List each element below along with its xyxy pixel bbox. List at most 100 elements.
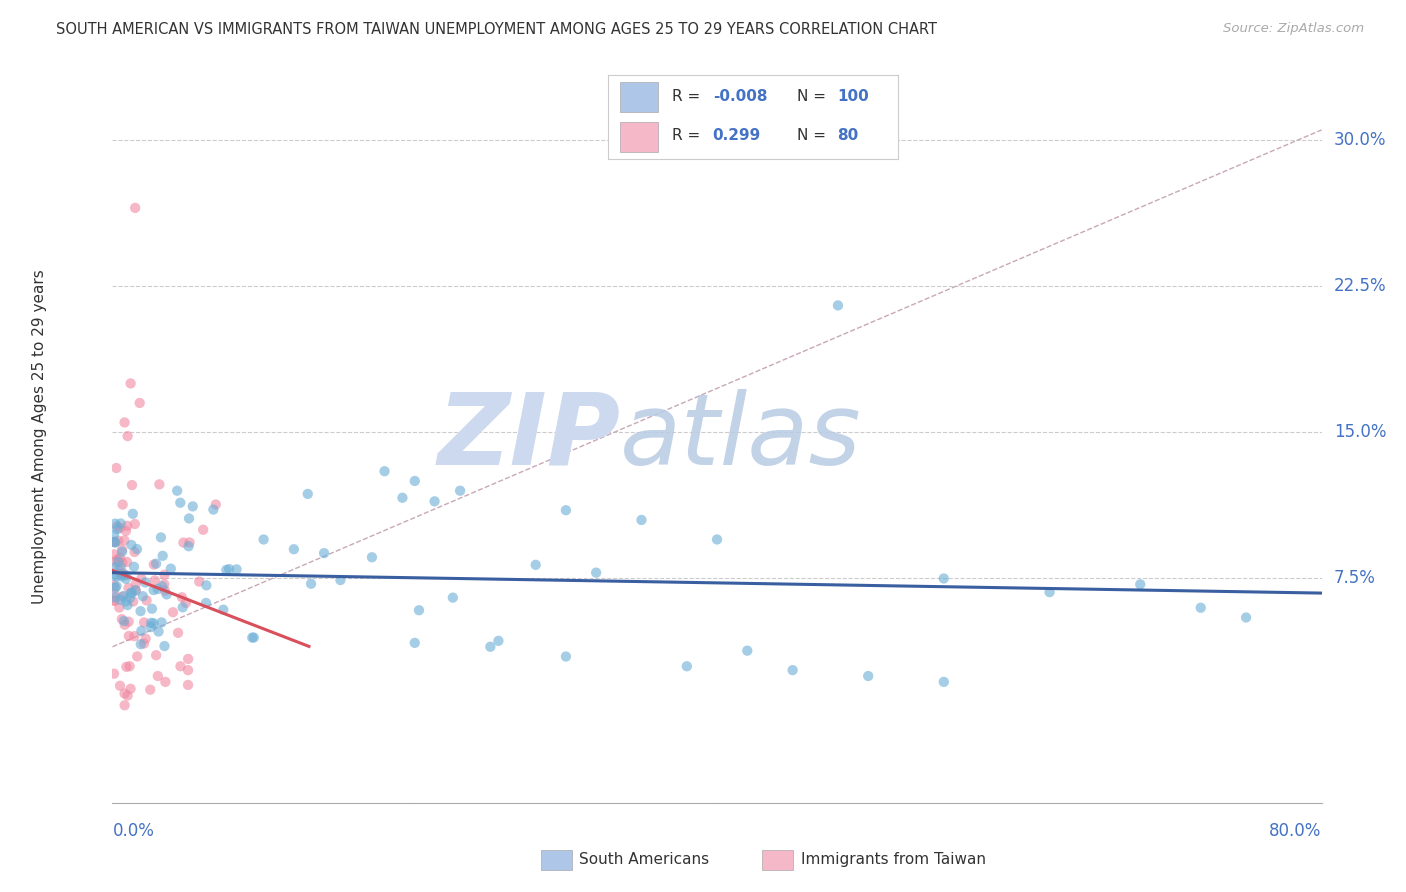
- Point: [104, 516, 127, 531]
- Point: [153, 577, 176, 591]
- Point: [132, 615, 155, 630]
- Point: [827, 298, 849, 312]
- Point: [172, 535, 194, 549]
- Point: [932, 674, 955, 689]
- Point: [108, 521, 131, 535]
- Point: [107, 552, 129, 566]
- Point: [177, 511, 200, 525]
- Point: [141, 615, 163, 630]
- Point: [108, 550, 131, 565]
- Point: [132, 636, 155, 650]
- Point: [166, 483, 188, 498]
- Point: [104, 591, 127, 605]
- Point: [585, 566, 607, 580]
- Point: [153, 583, 176, 598]
- Point: [120, 591, 142, 605]
- Point: [103, 547, 125, 561]
- Point: [118, 659, 141, 673]
- Point: [124, 516, 146, 531]
- Point: [117, 598, 139, 612]
- Point: [107, 563, 129, 577]
- Point: [240, 631, 263, 645]
- Point: [120, 376, 142, 391]
- Point: [105, 519, 128, 533]
- Text: 30.0%: 30.0%: [1334, 130, 1386, 149]
- Point: [630, 513, 652, 527]
- Text: 22.5%: 22.5%: [1334, 277, 1386, 295]
- Point: [204, 498, 226, 512]
- Point: [107, 533, 129, 548]
- Point: [141, 601, 163, 615]
- Point: [142, 616, 165, 631]
- Point: [146, 669, 169, 683]
- Point: [114, 617, 136, 632]
- Point: [117, 429, 139, 443]
- Point: [181, 500, 204, 514]
- Point: [131, 624, 153, 638]
- Point: [108, 592, 131, 607]
- Point: [129, 604, 152, 618]
- Point: [112, 614, 135, 628]
- Point: [117, 689, 139, 703]
- Point: [361, 550, 384, 565]
- Point: [391, 491, 413, 505]
- Point: [134, 575, 156, 590]
- Point: [112, 589, 135, 603]
- Point: [115, 660, 138, 674]
- Point: [212, 602, 235, 616]
- Point: [103, 594, 125, 608]
- Point: [148, 477, 170, 491]
- Point: [524, 558, 547, 572]
- Point: [108, 600, 131, 615]
- Point: [142, 558, 165, 572]
- Point: [1038, 585, 1062, 599]
- Point: [110, 569, 132, 583]
- Point: [103, 578, 125, 592]
- Point: [124, 201, 146, 215]
- Point: [188, 574, 211, 589]
- Point: [132, 589, 155, 603]
- Point: [441, 591, 464, 605]
- Point: [479, 640, 502, 654]
- Point: [115, 555, 138, 569]
- Point: [125, 577, 148, 591]
- Point: [143, 574, 166, 588]
- Point: [145, 557, 167, 571]
- Point: [135, 593, 157, 607]
- Point: [170, 591, 193, 605]
- Point: [103, 569, 125, 583]
- Point: [107, 555, 129, 569]
- Point: [150, 579, 173, 593]
- Point: [120, 538, 142, 552]
- Point: [146, 582, 169, 596]
- Point: [127, 649, 149, 664]
- Point: [125, 583, 148, 598]
- Point: [105, 579, 128, 593]
- Point: [1189, 600, 1212, 615]
- Point: [675, 659, 697, 673]
- Point: [149, 530, 172, 544]
- Point: [120, 586, 142, 600]
- Point: [118, 615, 141, 629]
- Point: [174, 596, 197, 610]
- Point: [329, 573, 352, 587]
- Point: [169, 496, 191, 510]
- Text: SOUTH AMERICAN VS IMMIGRANTS FROM TAIWAN UNEMPLOYMENT AMONG AGES 25 TO 29 YEARS : SOUTH AMERICAN VS IMMIGRANTS FROM TAIWAN…: [56, 22, 938, 37]
- Point: [218, 562, 240, 576]
- Point: [103, 560, 125, 574]
- Point: [103, 534, 125, 549]
- Point: [103, 666, 125, 681]
- Point: [114, 687, 136, 701]
- Point: [155, 674, 177, 689]
- Point: [110, 516, 132, 531]
- Text: Source: ZipAtlas.com: Source: ZipAtlas.com: [1223, 22, 1364, 36]
- Point: [782, 663, 804, 677]
- Point: [202, 502, 225, 516]
- Point: [1234, 610, 1257, 624]
- Point: [121, 507, 143, 521]
- Point: [374, 464, 396, 478]
- Point: [554, 649, 576, 664]
- Text: 0.0%: 0.0%: [112, 822, 155, 840]
- Point: [104, 535, 127, 549]
- Point: [139, 620, 162, 634]
